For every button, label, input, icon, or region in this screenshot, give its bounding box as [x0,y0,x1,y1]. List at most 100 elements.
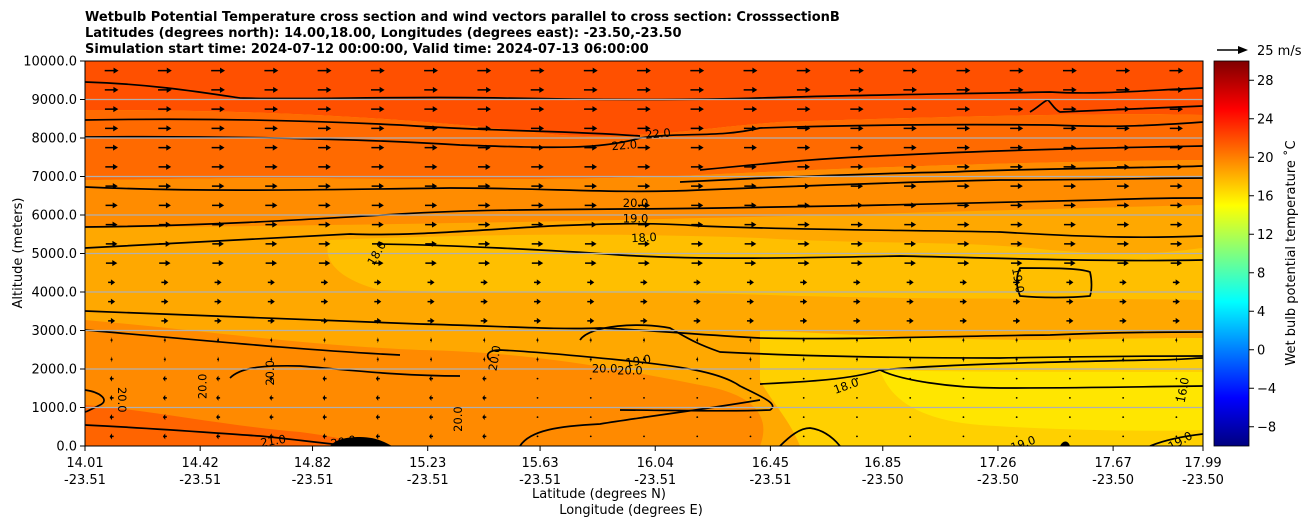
wind-vector [318,240,331,247]
wind-vector [531,221,544,228]
wind-vector [1169,67,1184,74]
x-tick-label-lon: -23.50 [862,473,904,488]
wind-vector [217,356,220,363]
wind-vector [690,67,705,74]
wind-vector [1119,279,1127,286]
wind-vector [749,377,752,380]
wind-vector [691,260,703,267]
contour-line-19-mid [85,310,1203,340]
wind-vector [110,356,113,363]
contour-label: 16.0 [1174,376,1192,404]
wind-vector [956,125,970,132]
x-tick-label-lat: 15.63 [521,456,558,471]
wind-vector [743,125,758,132]
wind-vector [797,163,811,170]
wind-vector [638,260,650,267]
wind-vector [853,317,861,324]
contour-label: 20.0 [263,360,277,386]
wind-vector [536,377,539,380]
wind-vector [322,433,327,440]
wind-vector [643,377,645,380]
wind-vector [536,416,539,419]
wind-vector [430,337,433,344]
wind-vector [1015,356,1018,363]
wind-vector [1010,125,1024,132]
wind-vector [321,298,329,305]
wind-vector [693,317,701,324]
wind-vector [1068,337,1071,344]
wind-vector [371,144,385,151]
wind-vector [429,394,434,401]
x-tick-label-lon: -23.51 [407,473,449,488]
wind-vector [743,86,758,93]
wind-vector [749,337,752,344]
wind-vector [802,416,805,419]
fill-band-7000-8500 [85,110,1203,180]
wind-vector [322,375,327,382]
wind-vector [536,396,539,399]
wind-vector [159,260,171,267]
colorbar-tick-label: 24 [1257,112,1274,127]
wind-vector [904,221,917,228]
wind-vector [371,183,384,190]
wind-vector [1068,356,1071,363]
wind-vector [430,356,433,363]
wind-vector [1169,106,1184,113]
wind-vector [802,396,805,399]
wind-vector [162,375,167,382]
wind-vector [850,183,864,190]
contour-line-20 [85,177,1203,193]
wind-vector [265,240,278,247]
wind-vector [744,202,757,209]
chart-title-line-2: Latitudes (degrees north): 14.00,18.00, … [85,26,682,41]
wind-vector [743,67,758,74]
wind-vector [265,183,278,190]
wind-vector [797,240,810,247]
wind-vector [109,433,114,440]
wind-vector [749,396,752,399]
wind-vector [696,377,699,380]
wind-vector [424,125,438,132]
wind-vector [589,396,592,399]
wind-vector [691,221,704,228]
wind-vector [536,337,539,344]
wind-vector [1063,86,1077,93]
wind-vector [746,279,754,286]
wind-vector [269,414,274,421]
wind-vector [482,414,487,421]
contour-label: 19.0 [624,352,652,370]
wind-vector [1015,396,1018,399]
wind-vector [424,67,438,74]
wind-vector [1009,67,1024,74]
wind-vector [743,106,758,113]
wind-vector [317,86,332,93]
quiver-key-label: 25 m/s [1257,44,1302,59]
wind-vector [802,356,805,363]
wind-vector [856,377,858,380]
wind-vector [690,144,704,151]
colorbar-tick-label: 12 [1257,228,1274,243]
wind-vector [267,279,275,286]
wind-vector [956,106,971,113]
wind-vector [1066,279,1074,286]
wind-vector [1170,240,1183,247]
y-tick-label: 4000.0 [32,286,78,301]
wind-vector [957,163,970,170]
contour-label: 20.0 [115,387,129,413]
wind-vector [265,202,278,209]
wind-vector [536,435,539,438]
x-tick-label-lat: 17.99 [1184,456,1221,471]
wind-vector [1116,86,1130,93]
wind-vector [163,356,166,363]
wind-vector [1122,416,1125,419]
wind-vector [531,240,544,247]
wind-vector [163,337,166,344]
contour-line-21-surface [85,424,351,446]
colorbar-gradient [1213,60,1250,447]
wind-vector [322,414,327,421]
wind-vector [211,86,225,93]
wind-vector [850,144,864,151]
wind-vector [429,414,434,421]
wind-vector [589,377,592,380]
wind-vector [1010,260,1023,267]
